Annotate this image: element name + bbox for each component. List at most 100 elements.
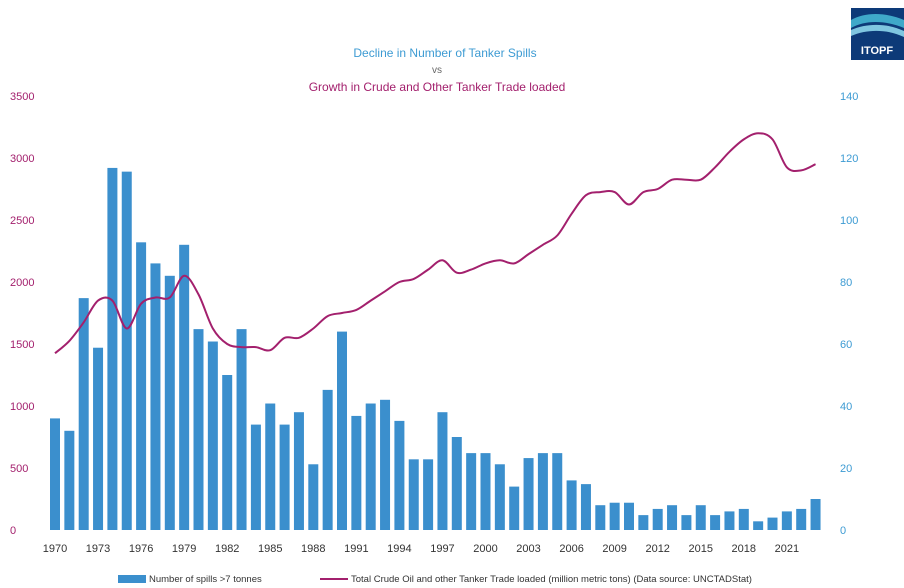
legend-swatch-spills (118, 575, 146, 583)
spill-bar (121, 171, 132, 530)
left-axis-tick-label: 3000 (10, 153, 34, 165)
spill-bar (179, 244, 190, 531)
spill-bar (337, 331, 347, 530)
spill-bar (566, 480, 577, 530)
spill-bar (767, 517, 778, 530)
spill-bar (781, 511, 792, 530)
spill-bar (136, 242, 147, 530)
spill-bar (724, 511, 735, 530)
spill-bar (150, 263, 161, 530)
spill-bar (552, 453, 563, 530)
spill-bar (222, 375, 233, 530)
chart-title-line2: Growth in Crude and Other Tanker Trade l… (309, 80, 566, 94)
chart-title-line1: Decline in Number of Tanker Spills (353, 46, 536, 60)
x-axis-tick-label: 1994 (387, 543, 411, 555)
spill-bar (408, 459, 419, 530)
left-axis: 0 500 1000 1500 2000 2500 3000 3500 (10, 91, 34, 537)
spill-bar (480, 453, 491, 530)
right-axis-tick-label: 100 (840, 215, 858, 227)
left-axis-tick-label: 3500 (10, 91, 34, 103)
spill-bar (681, 515, 692, 530)
x-axis-tick-label: 1976 (129, 543, 153, 555)
spill-bar (710, 515, 721, 530)
chart-title-vs: vs (432, 65, 442, 76)
right-axis-tick-label: 20 (840, 463, 852, 475)
x-axis-tick-label: 1982 (215, 543, 239, 555)
spill-bar (638, 515, 649, 530)
x-axis-tick-label: 2006 (559, 543, 583, 555)
x-axis-tick-label: 2012 (645, 543, 669, 555)
spill-bar (322, 389, 333, 530)
spill-bar (250, 424, 261, 530)
spill-bar (537, 453, 548, 530)
spill-bar (580, 484, 591, 530)
spill-bar (437, 412, 448, 530)
right-axis: 0 20 40 60 80 100 120 140 (840, 91, 858, 537)
trade-line (54, 132, 816, 355)
x-axis-tick-label: 1988 (301, 543, 325, 555)
spill-bar (107, 167, 118, 531)
x-axis-tick-label: 2015 (689, 543, 713, 555)
left-axis-tick-label: 1000 (10, 401, 34, 413)
itopf-logo: ITOPF (851, 8, 904, 60)
x-axis-tick-label: 1997 (430, 543, 454, 555)
left-axis-tick-label: 2000 (10, 277, 34, 289)
spill-bar (279, 424, 290, 530)
x-axis-tick-label: 1979 (172, 543, 196, 555)
legend-label-spills: Number of spills >7 tonnes (149, 574, 262, 585)
right-axis-tick-label: 120 (840, 153, 858, 165)
spill-bar (207, 341, 218, 530)
spill-bar (193, 329, 204, 530)
right-axis-tick-label: 80 (840, 277, 852, 289)
x-axis-tick-label: 1973 (86, 543, 110, 555)
left-axis-tick-label: 0 (10, 525, 16, 537)
spill-bar (293, 412, 304, 530)
right-axis-tick-label: 40 (840, 401, 852, 413)
spill-bar (738, 508, 749, 530)
logo-wave-1 (851, 14, 904, 28)
spill-bar (667, 505, 678, 530)
x-axis-tick-label: 1985 (258, 543, 282, 555)
spill-bar (753, 521, 764, 530)
spill-bar (78, 298, 89, 530)
bar-series (50, 167, 821, 531)
spill-bar (50, 418, 60, 530)
spill-bar (523, 458, 534, 530)
spill-bar (509, 486, 520, 530)
spill-bar (236, 329, 247, 530)
right-axis-tick-label: 0 (840, 525, 846, 537)
logo-text: ITOPF (861, 45, 893, 57)
x-axis-tick-label: 2021 (775, 543, 799, 555)
spill-bar (810, 499, 821, 530)
spill-bar (164, 275, 175, 530)
left-axis-tick-label: 2500 (10, 215, 34, 227)
right-axis-tick-label: 140 (840, 91, 858, 103)
spill-bar (451, 437, 462, 530)
x-axis-tick-label: 2018 (732, 543, 756, 555)
x-axis: 1970 1973 1976 1979 1982 1985 1988 1991 1994 1997… (43, 543, 799, 555)
logo-wave-2 (851, 24, 904, 37)
spill-bar (494, 464, 505, 530)
spill-bar (423, 459, 434, 530)
legend: Number of spills >7 tonnes Total Crude O… (118, 574, 752, 585)
spill-bar (796, 508, 807, 530)
legend-label-trade: Total Crude Oil and other Tanker Trade l… (351, 574, 752, 585)
spill-bar (466, 453, 477, 530)
x-axis-tick-label: 1991 (344, 543, 368, 555)
spill-bar (595, 505, 606, 530)
x-axis-tick-label: 2000 (473, 543, 497, 555)
spill-bar (93, 347, 104, 530)
spill-bar (624, 502, 634, 530)
x-axis-tick-label: 2009 (602, 543, 626, 555)
spill-bar (365, 403, 376, 530)
spill-bar (351, 415, 362, 530)
right-axis-tick-label: 60 (840, 339, 852, 351)
spill-bar (609, 502, 620, 530)
x-axis-tick-label: 2003 (516, 543, 540, 555)
spill-bar (380, 399, 391, 530)
spill-bar (265, 403, 276, 530)
spill-bar (652, 508, 663, 530)
x-axis-tick-label: 1970 (43, 543, 67, 555)
spill-bar (308, 464, 319, 530)
